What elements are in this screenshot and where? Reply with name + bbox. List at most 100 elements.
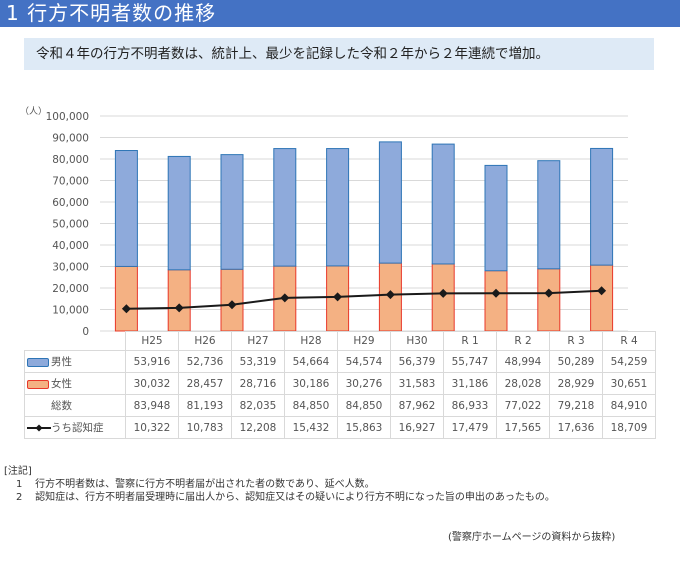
section-header: 1 行方不明者数の推移 [0,0,680,27]
data-cell: 84,910 [602,394,656,417]
legend-line-marker-icon [27,424,51,432]
note-1: 1 行方不明者数は、警察に行方不明者届が出された者の数であり、延べ人数。 [4,478,555,491]
data-cell: 28,716 [231,372,285,395]
bar-male [484,164,508,272]
data-cell: 28,028 [496,372,550,395]
data-cell: 16,927 [390,416,444,439]
bar-male [326,148,350,267]
bar-male [431,143,455,265]
x-tick-label: H25 [125,331,179,351]
data-cell: 84,850 [337,394,391,417]
data-cell: 52,736 [178,350,232,373]
data-cell: 48,994 [496,350,550,373]
dementia-marker [280,293,290,303]
bar-female [167,269,191,332]
data-cell: 10,322 [125,416,179,439]
legend-swatch-male [27,357,49,367]
data-cell: 17,565 [496,416,550,439]
data-cell: 17,636 [549,416,603,439]
row-label: うち認知症 [24,416,126,439]
data-cell: 12,208 [231,416,285,439]
x-tick-label: R 4 [602,331,656,351]
y-tick-label: 40,000 [52,240,89,252]
note-number: 1 [16,479,23,490]
data-cell: 30,032 [125,372,179,395]
bars [114,141,614,332]
legend-swatch-female [27,379,49,389]
notes-heading: [注記] [4,466,32,477]
data-cell: 53,319 [231,350,285,373]
note-2: 2 認知症は、行方不明者届受理時に届出人から、認知症又はその疑いにより行方不明に… [4,491,555,504]
table-corner [24,331,126,351]
dementia-marker [227,300,237,310]
dementia-marker [121,304,131,314]
y-axis-unit: （人） [20,107,48,117]
section-title: 1 行方不明者数の推移 [6,1,217,25]
summary-box: 令和４年の行方不明者数は、統計上、最少を記録した令和２年から２年連続で増加。 [24,38,654,70]
data-cell: 83,948 [125,394,179,417]
bar-male [220,154,244,270]
table-row: 女性 30,032 28,457 28,716 30,186 30,276 31,583 31… [24,372,656,395]
bar-female [220,268,244,332]
series-name: 男性 [51,356,72,368]
bar-female [114,265,138,332]
x-tick-label: R 2 [496,331,550,351]
note-text: 認知症は、行方不明者届受理時に届出人から、認知症又はその疑いにより行方不明になっ… [35,492,555,503]
data-cell: 28,929 [549,372,603,395]
note-number: 2 [16,492,23,503]
dementia-marker [174,303,184,313]
bar-male [167,155,191,271]
bar-male [590,147,614,266]
y-tick-label: 50,000 [52,219,89,231]
y-tick-label: 90,000 [52,133,89,145]
bar-male [273,148,297,267]
summary-text: 令和４年の行方不明者数は、統計上、最少を記録した令和２年から２年連続で増加。 [36,46,549,62]
bar-female [590,264,614,332]
y-tick-label: 70,000 [52,176,89,188]
data-cell: 18,709 [602,416,656,439]
bar-male [114,150,138,267]
data-cell: 30,186 [284,372,338,395]
dementia-marker [597,286,607,296]
y-axis-ticks: 010,00020,00030,00040,00050,00060,00070,… [46,111,89,338]
data-cell: 15,432 [284,416,338,439]
series-name: うち認知症 [51,422,104,434]
data-cell: 53,916 [125,350,179,373]
data-cell: 15,863 [337,416,391,439]
dementia-marker [491,288,501,298]
x-tick-label: H27 [231,331,285,351]
y-tick-label: 80,000 [52,154,89,166]
data-cell: 79,218 [549,394,603,417]
dementia-marker [385,290,395,300]
dementia-marker [438,288,448,298]
dementia-marker [333,292,343,302]
data-cell: 30,651 [602,372,656,395]
x-tick-label: H29 [337,331,391,351]
data-cell: 87,962 [390,394,444,417]
bar-female [537,268,561,332]
x-tick-label: H28 [284,331,338,351]
dementia-line [121,286,607,314]
x-tick-label: R 3 [549,331,603,351]
table-row: 総数 83,948 81,193 82,035 84,850 84,850 87,962 86… [24,394,656,417]
row-label: 総数 [24,394,126,417]
dementia-line-path [126,289,602,310]
data-cell: 31,186 [443,372,497,395]
data-cell: 31,583 [390,372,444,395]
y-tick-label: 30,000 [52,262,89,274]
data-cell: 84,850 [284,394,338,417]
row-label: 女性 [24,372,126,395]
source-citation: (警察庁ホームページの資料から抜粋) [448,532,616,543]
x-tick-label: H30 [390,331,444,351]
data-cell: 30,276 [337,372,391,395]
series-name: 総数 [51,400,72,412]
bar-male [537,160,561,270]
bar-male [378,141,402,264]
data-cell: 50,289 [549,350,603,373]
y-tick-label: 20,000 [52,283,89,295]
data-cell: 54,664 [284,350,338,373]
data-cell: 77,022 [496,394,550,417]
data-cell: 56,379 [390,350,444,373]
